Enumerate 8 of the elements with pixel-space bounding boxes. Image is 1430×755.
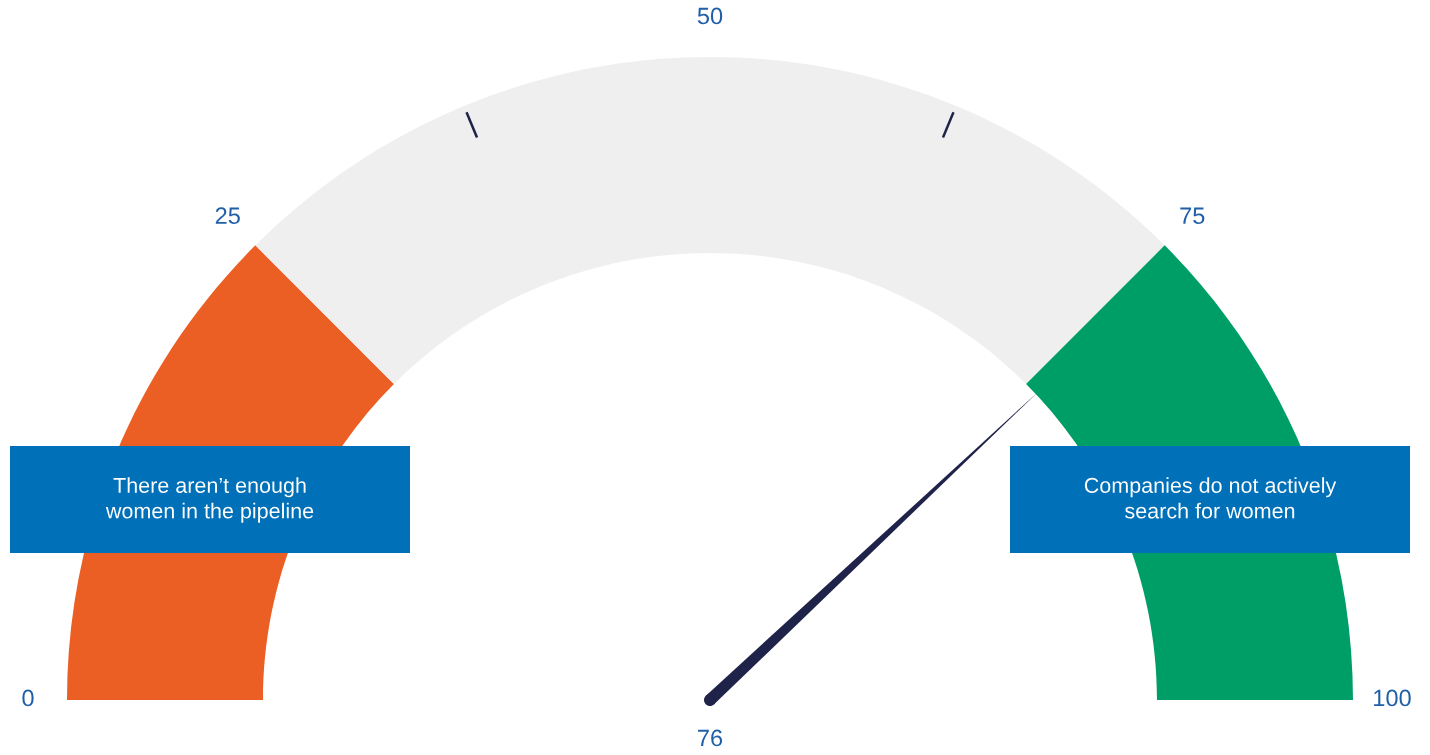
text: 50 bbox=[697, 7, 723, 25]
text: 76 bbox=[698, 729, 723, 747]
text: 100 bbox=[1374, 689, 1411, 707]
text: 25 bbox=[215, 207, 240, 225]
text: 0 bbox=[22, 689, 34, 707]
slice-label: Companies do not actively search for women bbox=[1084, 477, 1337, 519]
text: 75 bbox=[1180, 207, 1205, 225]
slice-label: There aren’t enough women in the pipeline bbox=[105, 477, 314, 523]
